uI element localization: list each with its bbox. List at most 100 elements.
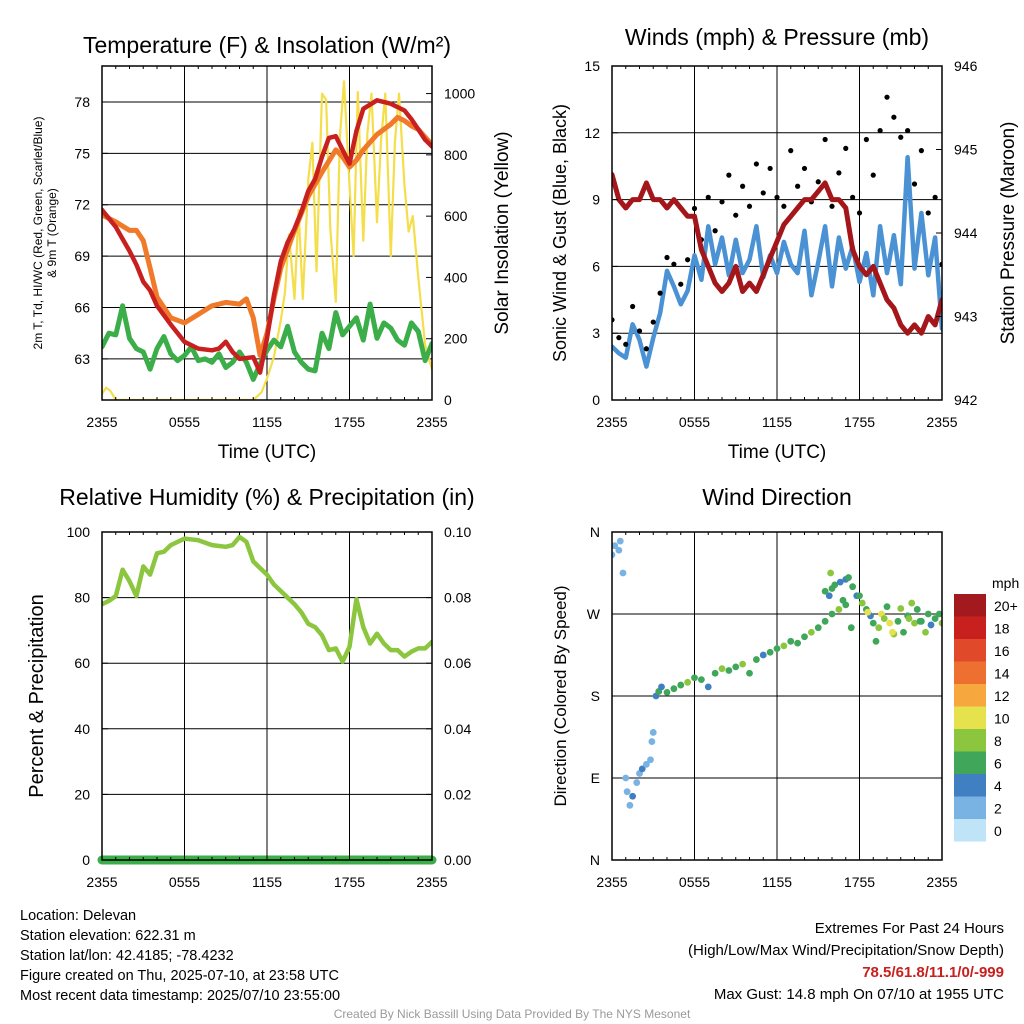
gust-point <box>630 303 636 310</box>
x-tick-label: 1155 <box>762 874 792 890</box>
gust-point <box>691 205 698 212</box>
wind-direction-point <box>697 676 705 683</box>
colorbar-label: 12 <box>994 688 1010 704</box>
wind-direction-point <box>725 667 733 674</box>
wind-direction-point <box>801 633 808 641</box>
wind-direction-point <box>911 619 918 627</box>
extremes-summary: Extremes For Past 24 Hours (High/Low/Max… <box>584 918 1004 1006</box>
wind-direction-point <box>935 610 942 618</box>
y-tick-label: N <box>590 524 600 540</box>
temp-2m-line <box>102 98 432 375</box>
colorbar-label: 4 <box>994 778 1002 794</box>
colorbar-label: 18 <box>994 621 1010 637</box>
wind-direction-point <box>845 574 852 581</box>
gust-point <box>815 179 821 185</box>
gust-point <box>850 194 856 200</box>
x-tick-label: 0555 <box>169 874 200 890</box>
wind-direction-point <box>773 645 781 653</box>
wind-direction-point <box>623 788 631 796</box>
wind-direction-point <box>626 801 634 809</box>
wind-direction-point <box>691 674 698 682</box>
x-axis-label: Time (UTC) <box>218 442 317 463</box>
wind-direction-point <box>612 542 619 550</box>
gust-point <box>781 203 787 209</box>
gust-point <box>918 148 924 154</box>
gust-point <box>795 183 801 189</box>
y-axis-label: Direction (Colored By Speed) <box>551 585 570 806</box>
y-tick-label: 72 <box>74 197 90 213</box>
y-tick-label: 0 <box>592 392 600 408</box>
chart-title: Temperature (F) & Insolation (W/m²) <box>83 32 451 58</box>
wind-direction-point <box>831 581 839 589</box>
gust-point <box>767 165 773 172</box>
wind-direction-point <box>847 624 855 632</box>
gust-point <box>774 194 780 200</box>
y-tick-label: 3 <box>592 325 600 341</box>
y2-tick-label: 944 <box>954 225 978 241</box>
wind-direction-point <box>663 688 671 696</box>
wind-direction-point <box>886 619 894 627</box>
x-tick-label: 2355 <box>596 414 627 430</box>
extremes-values: 78.5/61.8/11.1/0/-999 <box>862 964 1004 981</box>
colorbar-label: 0 <box>994 823 1002 839</box>
y2-tick-label: 200 <box>444 331 468 347</box>
chart-title: Winds (mph) & Pressure (mb) <box>625 24 929 50</box>
wind-direction-point <box>924 610 932 618</box>
colorbar-label: 8 <box>994 733 1002 749</box>
y2-tick-label: 0.02 <box>444 786 471 802</box>
wind-direction-point <box>883 603 891 611</box>
gust-point <box>870 172 876 178</box>
x-tick-label: 1755 <box>334 414 365 430</box>
gust-point <box>843 145 849 151</box>
wind-direction-point <box>739 660 747 668</box>
colorbar-swatch <box>954 661 986 684</box>
y-tick-label: 100 <box>67 524 91 540</box>
colorbar-label: 10 <box>994 711 1010 727</box>
colorbar-swatch <box>954 616 986 639</box>
x-tick-label: 1155 <box>252 874 282 890</box>
colorbar-swatch <box>954 684 986 707</box>
wind-direction-point <box>704 683 712 691</box>
gust-point <box>733 212 739 218</box>
y2-tick-label: 0.00 <box>444 852 471 868</box>
y-axis-label: Percent & Precipitation <box>26 594 48 797</box>
gust-point <box>925 210 931 216</box>
wind-direction-point <box>872 637 880 645</box>
gust-point <box>856 210 863 216</box>
colorbar-label: 20+ <box>994 598 1018 614</box>
relative-humidity-line <box>102 534 432 664</box>
wind-direction-point <box>839 596 847 604</box>
wind-direction-point <box>869 619 877 627</box>
colorbar-swatch <box>954 796 986 819</box>
x-tick-label: 2355 <box>86 414 117 430</box>
wind-direction-point <box>718 665 726 673</box>
max-gust: Max Gust: 14.8 mph On 07/10 at 1955 UTC <box>713 986 1004 1003</box>
colorbar-label: 16 <box>994 643 1010 659</box>
y2-tick-label: 800 <box>444 147 468 163</box>
y-tick-label: 40 <box>74 721 90 737</box>
gust-point <box>877 127 883 134</box>
colorbar-swatch <box>954 639 986 662</box>
y2-tick-label: 1000 <box>444 86 475 102</box>
gust-point <box>685 257 691 263</box>
y2-tick-label: 400 <box>444 269 468 285</box>
y-axis-label: Sonic Wind & Gust (Blue, Black) <box>550 104 570 362</box>
wind-direction-point <box>858 599 866 607</box>
gust-point <box>891 114 897 120</box>
gust-point <box>719 199 725 205</box>
chart-title: Relative Humidity (%) & Precipitation (i… <box>59 484 474 510</box>
gust-point <box>898 134 904 140</box>
y2-axis-label: Station Pressure (Maroon) <box>998 122 1019 345</box>
wind-direction-point <box>794 639 802 647</box>
wind-direction-point <box>759 651 767 659</box>
wind-direction-point <box>821 587 829 595</box>
x-tick-label: 1155 <box>762 414 792 430</box>
gust-point <box>836 170 842 176</box>
wind-direction-point <box>900 628 907 636</box>
station-latlon: Station lat/lon: 42.4185; -78.4232 <box>20 948 234 964</box>
gust-point <box>905 127 911 134</box>
y-tick-label: 66 <box>74 300 90 316</box>
x-tick-label: 2355 <box>926 414 957 430</box>
y2-tick-label: 0.06 <box>444 655 471 671</box>
wind-direction-point <box>938 619 942 627</box>
